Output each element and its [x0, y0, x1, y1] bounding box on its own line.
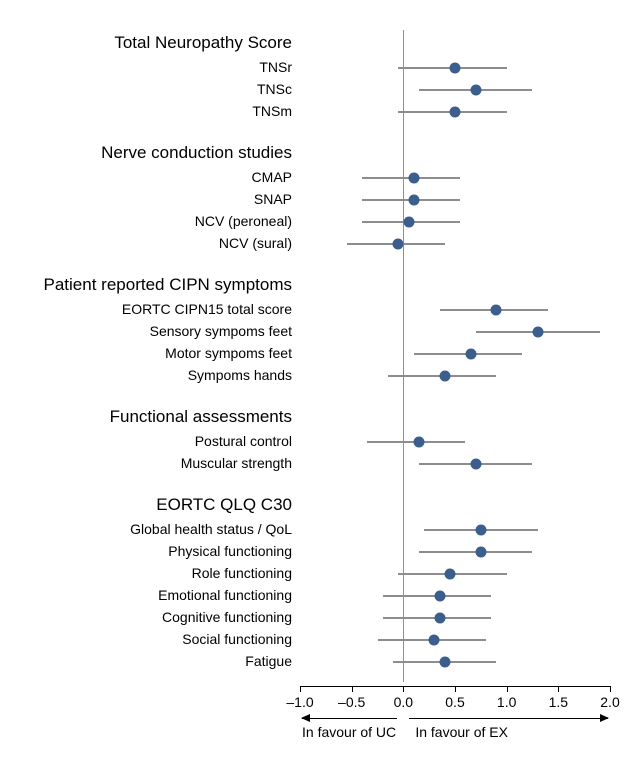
- group-header: Total Neuropathy Score: [114, 34, 292, 51]
- x-axis-tick-label: 0.5: [445, 694, 464, 710]
- row-label: Cognitive functioning: [162, 610, 292, 624]
- zero-reference-line: [403, 30, 405, 682]
- x-axis-tick-label: 1.5: [549, 694, 568, 710]
- point-estimate: [434, 591, 445, 602]
- point-estimate: [475, 547, 486, 558]
- point-estimate: [393, 239, 404, 250]
- row-label: TNSc: [257, 82, 292, 96]
- point-estimate: [444, 569, 455, 580]
- row-label: Fatigue: [245, 654, 292, 668]
- x-axis-tick-label: 2.0: [600, 694, 619, 710]
- row-label: Emotional functioning: [158, 588, 292, 602]
- group-header: Functional assessments: [110, 408, 292, 425]
- point-estimate: [470, 459, 481, 470]
- point-estimate: [450, 63, 461, 74]
- row-label: TNSr: [259, 60, 292, 74]
- row-label: SNAP: [254, 192, 292, 206]
- point-estimate: [450, 107, 461, 118]
- forest-plot: Total Neuropathy Score TNSr TNSc TNSm Nerve …: [20, 20, 622, 748]
- point-estimate: [470, 85, 481, 96]
- x-axis-tick: [507, 686, 508, 692]
- point-estimate: [532, 327, 543, 338]
- point-estimate: [429, 635, 440, 646]
- arrow-right: [409, 718, 608, 719]
- x-axis-tick: [352, 686, 353, 692]
- row-label: Role functioning: [192, 566, 292, 580]
- x-axis-tick: [610, 686, 611, 692]
- point-estimate: [465, 349, 476, 360]
- group-header: Nerve conduction studies: [101, 144, 292, 161]
- x-axis-tick-label: –0.5: [338, 694, 365, 710]
- arrow-left: [302, 718, 397, 719]
- plot-area: [300, 30, 610, 682]
- point-estimate: [408, 173, 419, 184]
- x-axis-tick: [403, 686, 404, 692]
- row-label: NCV (peroneal): [195, 214, 292, 228]
- arrow-right-label: In favour of EX: [415, 724, 508, 740]
- x-axis-tick-label: –1.0: [286, 694, 313, 710]
- point-estimate: [439, 371, 450, 382]
- point-estimate: [408, 195, 419, 206]
- point-estimate: [403, 217, 414, 228]
- row-label: Sympoms hands: [188, 368, 292, 382]
- row-label: TNSm: [252, 104, 292, 118]
- row-label: Postural control: [195, 434, 292, 448]
- row-label: EORTC CIPN15 total score: [122, 302, 292, 316]
- row-label: Social functioning: [182, 632, 292, 646]
- row-label: NCV (sural): [219, 236, 292, 250]
- point-estimate: [475, 525, 486, 536]
- point-estimate: [434, 613, 445, 624]
- point-estimate: [491, 305, 502, 316]
- point-estimate: [413, 437, 424, 448]
- row-label: CMAP: [252, 170, 292, 184]
- x-axis-tick: [558, 686, 559, 692]
- row-label: Physical functioning: [168, 544, 292, 558]
- x-axis-tick: [300, 686, 301, 692]
- row-label: Global health status / QoL: [130, 522, 292, 536]
- point-estimate: [439, 657, 450, 668]
- x-axis-tick-label: 0.0: [394, 694, 413, 710]
- row-label: Motor sympoms feet: [165, 346, 292, 360]
- group-header: EORTC QLQ C30: [156, 496, 292, 513]
- group-header: Patient reported CIPN symptoms: [44, 276, 292, 293]
- row-label: Muscular strength: [181, 456, 292, 470]
- arrow-left-label: In favour of UC: [302, 724, 396, 740]
- x-axis-tick-label: 1.0: [497, 694, 516, 710]
- row-label: Sensory sympoms feet: [150, 324, 292, 338]
- x-axis-tick: [455, 686, 456, 692]
